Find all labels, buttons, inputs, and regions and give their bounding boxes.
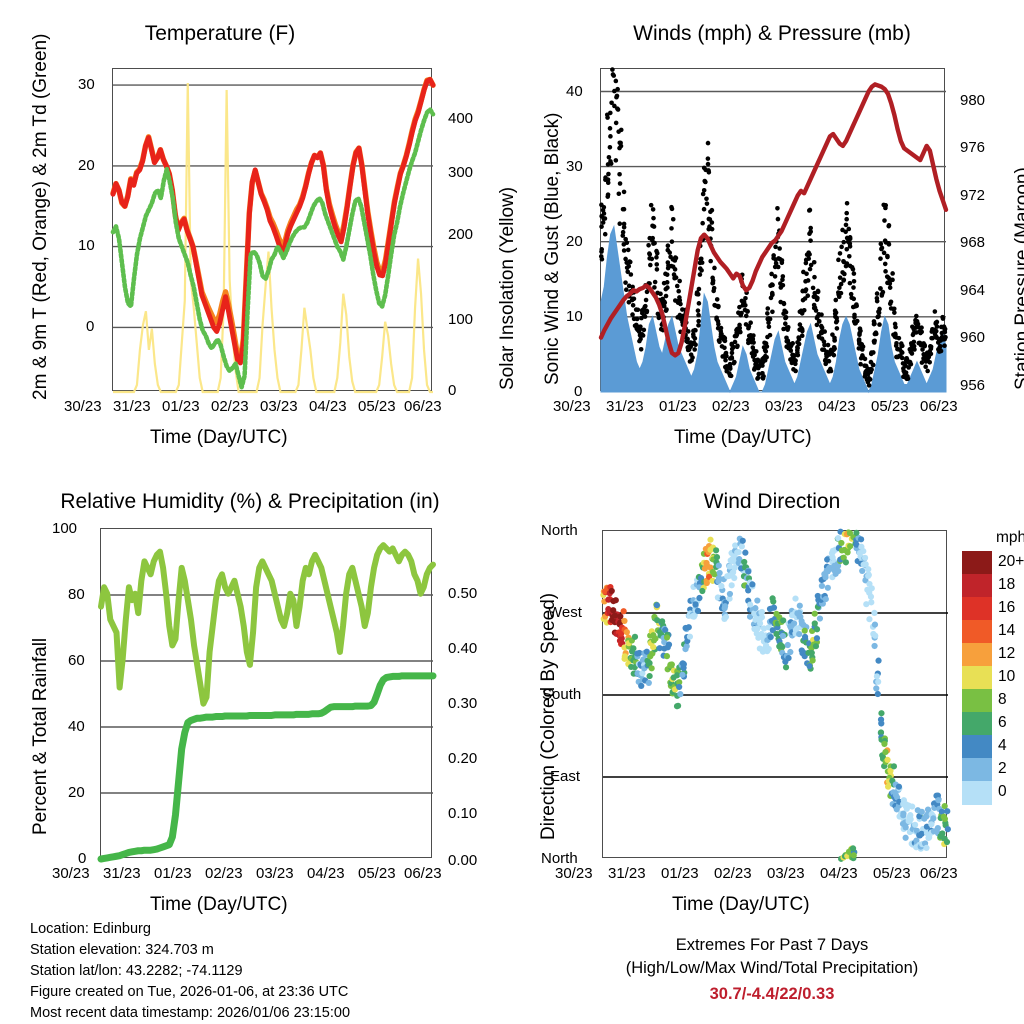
colorbar-label: 10 <box>998 667 1016 685</box>
panel-wind-direction: Wind Direction Direction (Colored By Spe… <box>512 490 1024 930</box>
wd-scatter <box>600 528 951 862</box>
panel-temperature-plot <box>110 68 436 394</box>
colorbar-label: 0 <box>998 782 1007 800</box>
panel-wind-direction-xlabel: Time (Day/UTC) <box>672 894 810 915</box>
colorbar-label: 8 <box>998 690 1007 708</box>
humidity-grid <box>101 594 433 794</box>
colorbar-cell <box>962 551 992 575</box>
temp-series-group <box>110 76 436 390</box>
panel-winds-xlabel: Time (Day/UTC) <box>674 427 812 448</box>
colorbar-cell <box>962 712 992 736</box>
footer-line-location: Location: Edinburg <box>30 921 151 937</box>
panel-wind-direction-plot <box>600 528 951 862</box>
panel-winds-ylabel-left: Sonic Wind & Gust (Blue, Black) <box>542 112 563 385</box>
humidity-series <box>98 542 436 707</box>
panel-wind-direction-svg <box>600 528 951 862</box>
colorbar-label: 18 <box>998 575 1016 593</box>
panel-winds-svg <box>598 67 949 394</box>
rainfall-series <box>97 672 437 863</box>
panel-humidity-plot <box>97 528 437 863</box>
panel-temperature-xlabel: Time (Day/UTC) <box>150 427 288 448</box>
panel-wind-direction-ylabel: Direction (Colored By Speed) <box>538 592 559 840</box>
panel-temperature-title: Temperature (F) <box>144 22 296 45</box>
panel-winds-title: Winds (mph) & Pressure (mb) <box>633 22 911 45</box>
colorbar-label: 20+ <box>998 552 1024 570</box>
colorbar-cell <box>962 620 992 644</box>
panel-winds-ylabel-right: Station Pressure (Maroon) <box>1012 167 1024 390</box>
colorbar-label: 16 <box>998 598 1016 616</box>
colorbar-cell <box>962 597 992 621</box>
extremes-values: 30.7/-4.4/22/0.33 <box>709 985 835 1003</box>
panel-humidity-precip: Relative Humidity (%) & Precipitation (i… <box>0 490 512 930</box>
panel-humidity-svg <box>97 542 437 863</box>
panel-humidity-title: Relative Humidity (%) & Precipitation (i… <box>60 490 440 513</box>
panel-temperature-ylabel-left: 2m & 9m T (Red, Orange) & 2m Td (Green) <box>30 33 51 400</box>
panel-temperature: Temperature (F) 2m & 9m T (Red, Orange) … <box>0 0 518 460</box>
panel-temperature-svg <box>110 76 436 394</box>
colorbar-cell <box>962 643 992 667</box>
footer-line-elevation: Station elevation: 324.703 m <box>30 942 214 958</box>
colorbar-label: 6 <box>998 713 1007 731</box>
colorbar-cell <box>962 735 992 759</box>
colorbar-cell <box>962 574 992 598</box>
winds-sonic-area <box>600 224 947 394</box>
extremes-subheading: (High/Low/Max Wind/Total Precipitation) <box>625 959 919 977</box>
extremes-heading: Extremes For Past 7 Days <box>675 936 869 954</box>
panel-winds-plot <box>598 67 949 394</box>
colorbar-cell <box>962 781 992 805</box>
colorbar-cells <box>962 551 992 805</box>
colorbar-cell <box>962 689 992 713</box>
panel-humidity-xlabel: Time (Day/UTC) <box>150 894 288 915</box>
colorbar-label: 2 <box>998 759 1007 777</box>
panel-wind-direction-title: Wind Direction <box>703 490 841 513</box>
temp-solar-series <box>113 83 433 394</box>
panel-humidity-ylabel: Percent & Total Rainfall <box>30 637 51 835</box>
footer-line-created: Figure created on Tue, 2026-01-06, at 23… <box>30 984 349 1000</box>
colorbar-label: 12 <box>998 644 1016 662</box>
colorbar-label: 14 <box>998 621 1016 639</box>
footer-line-latlon: Station lat/lon: 43.2282; -74.1129 <box>30 963 243 979</box>
footer-line-timestamp: Most recent data timestamp: 2026/01/06 2… <box>30 1005 351 1021</box>
panel-winds-pressure: Winds (mph) & Pressure (mb) Sonic Wind &… <box>512 0 1024 460</box>
colorbar-cell <box>962 758 992 782</box>
wind-speed-colorbar: mph 20+ 18 16 14 12 10 8 6 4 2 0 <box>962 529 1024 831</box>
colorbar-label: 4 <box>998 736 1007 754</box>
winds-pressure-series <box>598 82 949 358</box>
colorbar-title: mph <box>996 529 1024 546</box>
colorbar-cell <box>962 666 992 690</box>
